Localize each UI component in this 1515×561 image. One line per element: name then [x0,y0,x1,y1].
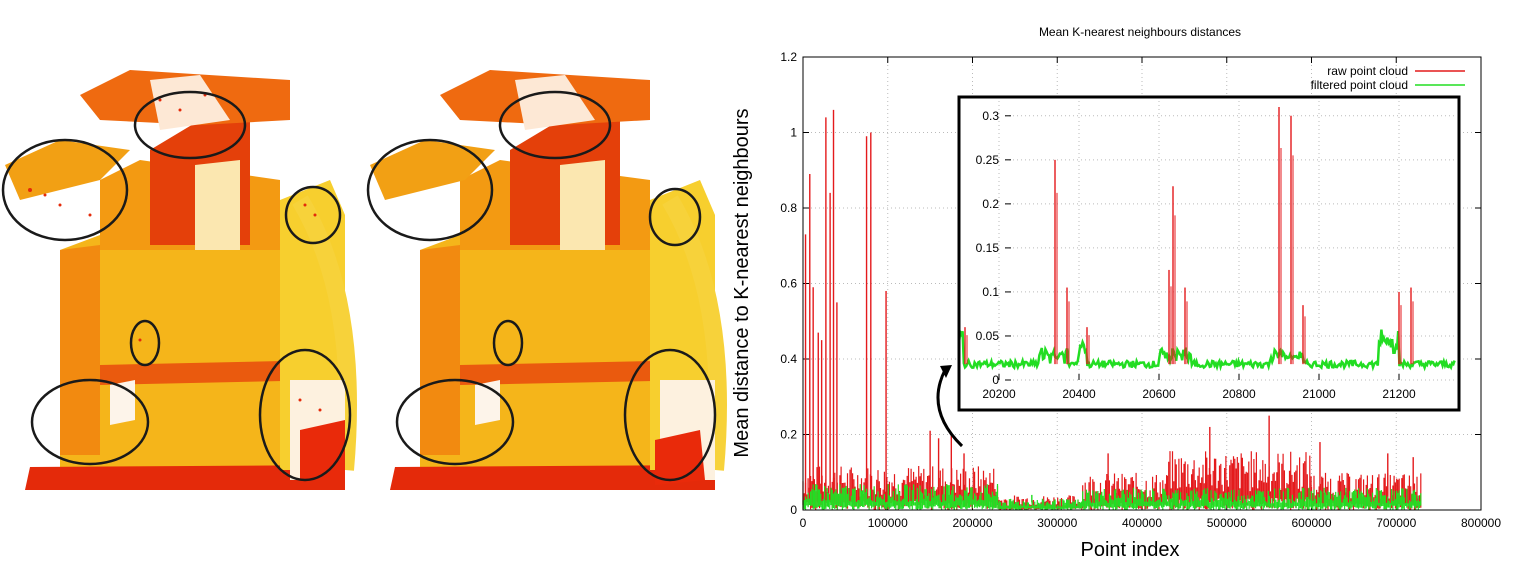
y-tick-label: 0.4 [780,352,797,366]
point-cloud-filtered-image [366,70,727,490]
legend-label-filtered: filtered point cloud [1311,78,1408,92]
inset-y-tick-label: 0.2 [982,197,999,211]
point-cloud-raw-image [1,70,357,490]
inset-x-tick-label: 21200 [1382,387,1416,401]
inset-x-tick-label: 21000 [1302,387,1336,401]
y-tick-label: 0.2 [780,428,797,442]
series-band [997,498,1083,510]
inset-x-tick-label: 20200 [982,387,1016,401]
x-tick-label: 100000 [868,516,908,530]
x-axis-label: Point index [1081,539,1180,561]
y-tick-label: 0.6 [780,277,797,291]
series-band [1166,451,1312,510]
zoom-arrow [936,369,964,448]
x-tick-label: 400000 [1122,516,1162,530]
y-tick-label: 1.2 [780,50,797,64]
main-y-tick-labels: 0 0.2 0.4 0.6 0.8 1 1.2 [780,50,797,517]
inset-y-tick-label: 0.05 [976,329,1000,343]
series-band [1082,487,1422,510]
inset-x-tick-label: 20400 [1062,387,1096,401]
inset-x-tick-label: 20600 [1142,387,1176,401]
x-tick-label: 600000 [1291,516,1331,530]
inset-y-tick-label: 0.3 [982,109,999,123]
zoom-arrowhead [940,365,952,378]
inset-series [957,107,1456,372]
inset-y-tick-label: 0.15 [976,241,1000,255]
main-plot-frame [802,56,1482,511]
outlier-circles-filtered [366,90,717,482]
y-tick-label: 0.8 [780,201,797,215]
series-raw-point-cloud [802,109,1422,510]
y-axis-label: Mean distance to K-nearest neighbours [731,108,753,457]
x-tick-label: 200000 [952,516,992,530]
chart-title: Mean K-nearest neighbours distances [1039,25,1241,39]
inset-series-raw-point-cloud [964,107,1414,365]
inset-y-tick-labels: 0 0.05 0.1 0.15 0.2 0.25 0.3 [976,109,1000,387]
inset-plot-frame [957,95,1461,412]
y-tick-label: 0 [790,503,797,517]
outlier-circles [1,90,352,482]
inset-y-tick-label: 0.25 [976,153,1000,167]
x-tick-label: 0 [800,516,807,530]
x-tick-label: 800000 [1461,516,1501,530]
main-x-tick-labels: 0 100000 200000 300000 400000 500000 600000 700… [800,516,1502,530]
y-tick-label: 1 [790,126,797,140]
legend-label-raw: raw point cloud [1327,64,1408,78]
main-series [802,109,1422,510]
legend: raw point cloud filtered point cloud [1311,64,1465,92]
speckle-noise [28,93,322,412]
inset-filtered-line [957,328,1456,372]
inset-series-filtered-point-cloud [957,328,1456,372]
inset-x-tick-label: 20800 [1222,387,1256,401]
x-tick-label: 300000 [1037,516,1077,530]
inset-line-chart: 20200 20400 20600 20800 21000 21200 00.050.10… [957,95,1461,412]
inset-x-tick-labels: 20200 20400 20600 20800 21000 21200 [982,387,1416,401]
inset-y-tick-label: 0 [992,373,999,387]
x-tick-label: 500000 [1207,516,1247,530]
x-tick-label: 700000 [1376,516,1416,530]
inset-y-tick-label: 0.1 [982,285,999,299]
